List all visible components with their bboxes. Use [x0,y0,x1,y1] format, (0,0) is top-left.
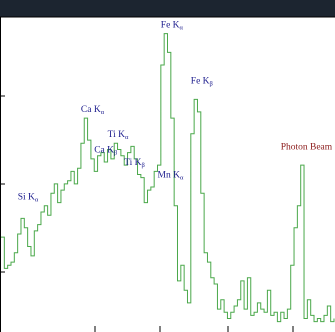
peak-label-3: Ti Kα [108,130,129,141]
peak-label-5: Ti Kβ [124,158,145,169]
peak-label-4: Ca Kβ [94,146,118,157]
peak-label-1: Fe Kβ [191,77,214,88]
peak-label-2: Ca Kα [81,105,105,116]
top-band [0,0,335,17]
peak-label-0: Fe Kα [161,20,184,31]
peak-label-6: Mn Kα [158,171,184,182]
peak-label-8: Photon Beam [281,143,333,153]
series-group [1,33,335,323]
label-group: Fe Kα Fe Kβ Ca Kα Ti Kα Ca Kβ Ti Kβ Mn Kα Si Kα… [18,20,333,203]
spectrum-line-0 [1,33,335,323]
peak-label-7: Si Kα [18,193,39,204]
